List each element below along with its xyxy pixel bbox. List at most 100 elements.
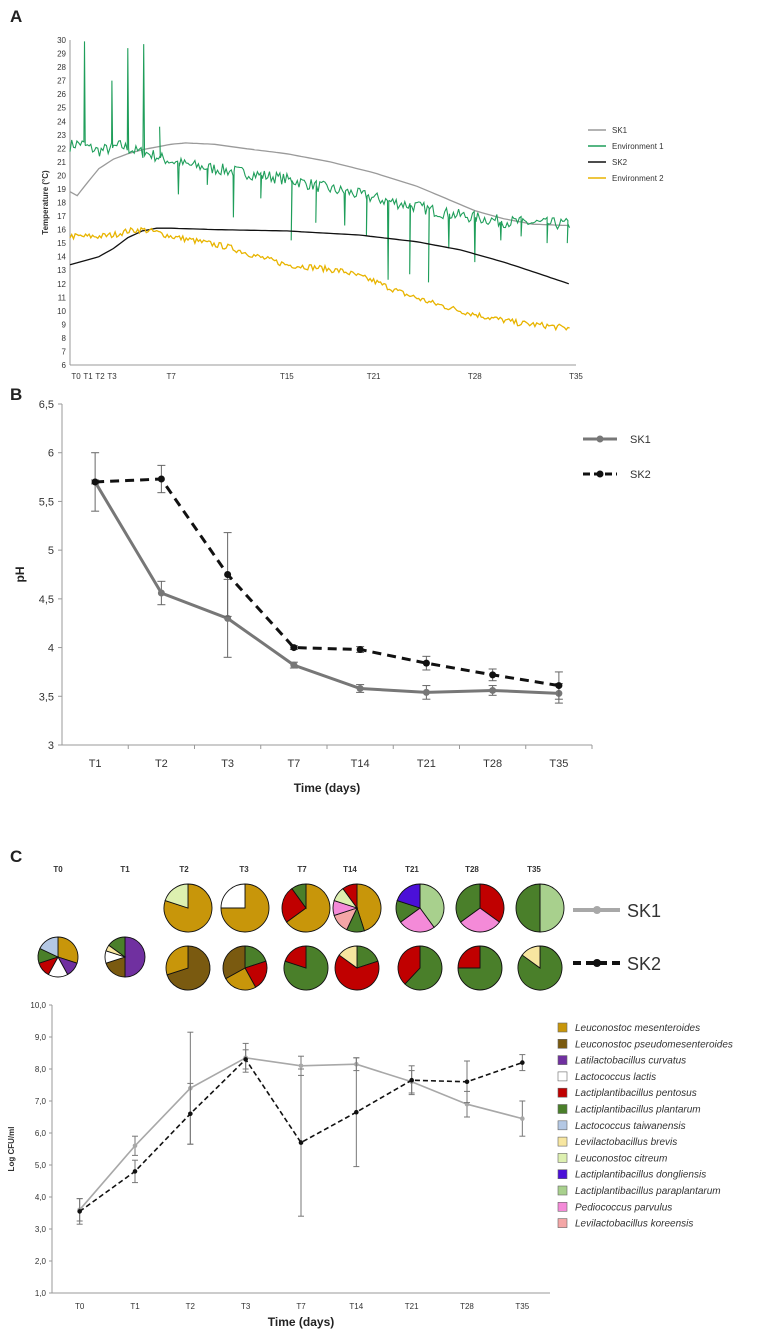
species-legend-label: Levilactobacillus koreensis	[575, 1219, 693, 1230]
data-point-sk2	[354, 1109, 359, 1115]
pie-column-label: T28	[465, 865, 479, 874]
data-point-sk2	[188, 1111, 193, 1117]
y-tick-label: 17	[57, 212, 66, 221]
x-tick-label: T14	[351, 758, 370, 770]
species-legend-swatch	[557, 1169, 568, 1179]
pie-sk1-t21	[395, 883, 445, 933]
pie-sk1-t35	[515, 883, 565, 933]
y-tick-label: 6	[48, 448, 54, 460]
x-tick-label: T21	[417, 758, 436, 770]
y-tick-label: 22	[57, 144, 66, 153]
series-line-env2	[69, 226, 570, 332]
y-tick-label: 18	[57, 199, 66, 208]
pie-slice	[342, 883, 358, 910]
data-point-sk2	[555, 682, 563, 690]
pie-sk1-t2	[163, 883, 213, 933]
pie-slice	[165, 945, 189, 976]
pie-row-legend-marker-sk1	[593, 906, 601, 914]
data-point-sk2	[77, 1209, 82, 1214]
pie-sk1-t3	[220, 883, 270, 933]
x-axis-title: Time (days)	[294, 781, 360, 795]
data-point-sk2	[298, 1140, 304, 1145]
species-legend-swatch	[557, 1136, 568, 1147]
y-tick-label: 7,0	[35, 1097, 47, 1106]
pie-sk2-t3	[222, 945, 268, 991]
pie-sk2-t14	[334, 945, 380, 991]
data-point-sk2	[243, 1057, 248, 1062]
x-tick-label: T35	[549, 758, 568, 770]
chart-a-temperature: 6 7 8 9 10 11 12 13 14 15 16 17 18 19 20 21 22 23 24 25 26 27…	[41, 36, 664, 381]
y-tick-label: 12	[57, 280, 66, 289]
species-legend-swatch	[557, 1087, 568, 1098]
y-tick-label: 1,0	[35, 1289, 47, 1298]
legend-label-sk2: SK2	[612, 158, 628, 167]
pie-column-label: T7	[297, 865, 307, 874]
species-legend-swatch	[557, 1185, 568, 1196]
y-tick-label: 9	[62, 320, 67, 329]
x-tick-label: T21	[367, 372, 381, 381]
y-tick-label: 20	[57, 171, 66, 180]
species-legend-swatch	[557, 1055, 568, 1065]
y-tick-label: 10,0	[30, 1001, 46, 1010]
series-line-sk2	[69, 227, 570, 285]
pie-slice	[39, 936, 59, 958]
x-tick-label: T2	[155, 758, 168, 770]
series-line-sk2	[95, 477, 560, 688]
species-legend-label: Leuconostoc citreum	[575, 1153, 667, 1164]
species-legend-swatch	[557, 1039, 568, 1049]
y-tick-label: 6	[62, 361, 67, 370]
data-point-sk2	[464, 1079, 470, 1085]
y-tick-label: 3,0	[35, 1225, 47, 1234]
x-tick-label: T2	[186, 1302, 196, 1311]
species-legend-swatch	[557, 1218, 568, 1228]
chart-c-pies: T0 T1 T2 T3 T7 T14 T21 T28 T35 SK1 SK2	[37, 865, 661, 991]
y-axis-title: Log CFU/ml	[7, 1127, 16, 1172]
x-tick-label: T15	[280, 372, 294, 381]
pie-slice	[338, 945, 358, 969]
y-tick-label: 23	[57, 131, 66, 140]
y-tick-label: 4,5	[39, 594, 54, 606]
species-legend-label: Lactococcus taiwanensis	[575, 1121, 686, 1132]
data-point-sk1	[422, 688, 430, 696]
series-line-sk1	[93, 481, 559, 695]
x-tick-label: T35	[569, 372, 583, 381]
data-point-sk1	[298, 1063, 304, 1069]
x-tick-label: T7	[296, 1302, 306, 1311]
x-tick-label: T0	[75, 1302, 85, 1311]
pie-sk1-t14	[332, 883, 382, 933]
y-tick-label: 5,5	[39, 496, 54, 508]
species-legend-label: Lactiplantibacillus plantarum	[575, 1105, 701, 1116]
pie-sk1-t7	[281, 883, 331, 933]
legend-label-env2: Environment 2	[612, 174, 664, 183]
y-tick-label: 19	[57, 185, 66, 194]
pie-slice	[108, 936, 126, 958]
pie-slice	[356, 883, 382, 932]
x-tick-label: T35	[515, 1302, 529, 1311]
y-tick-label: 13	[57, 266, 66, 275]
y-tick-label: 15	[57, 239, 66, 248]
pie-slice	[225, 967, 257, 991]
data-point-sk1	[157, 589, 165, 597]
pie-slice	[291, 883, 307, 910]
chart-c-counts: 1,0 2,0 3,0 4,0 5,0 6,0 7,0 8,0 9,0 10,0 T0 T1 T2 T3 T…	[7, 1001, 733, 1329]
y-axis-title: Temperature (°C)	[41, 170, 50, 235]
data-point-sk2	[157, 475, 165, 483]
pie-column-label: T14	[343, 865, 357, 874]
pie-slice	[515, 883, 541, 933]
pie-slice	[222, 945, 246, 980]
y-tick-label: 4	[48, 643, 54, 655]
species-legend-label: Leuconostoc mesenteroides	[575, 1023, 700, 1034]
y-tick-label: 5,0	[35, 1161, 47, 1170]
pie-slice	[281, 887, 307, 923]
y-tick-label: 11	[58, 293, 67, 302]
series-line-env1	[69, 41, 571, 283]
data-point-sk1	[132, 1143, 138, 1149]
y-tick-label: 9,0	[35, 1033, 47, 1042]
pie-slice	[220, 883, 270, 933]
pie-slice	[285, 883, 331, 933]
pie-column-label: T1	[120, 865, 130, 874]
panel-letter-a: A	[10, 7, 22, 26]
data-point-sk2	[356, 646, 364, 654]
species-legend-label: Latilactobacillus curvatus	[575, 1056, 686, 1067]
pie-row-legend-label-sk1: SK1	[627, 901, 661, 921]
